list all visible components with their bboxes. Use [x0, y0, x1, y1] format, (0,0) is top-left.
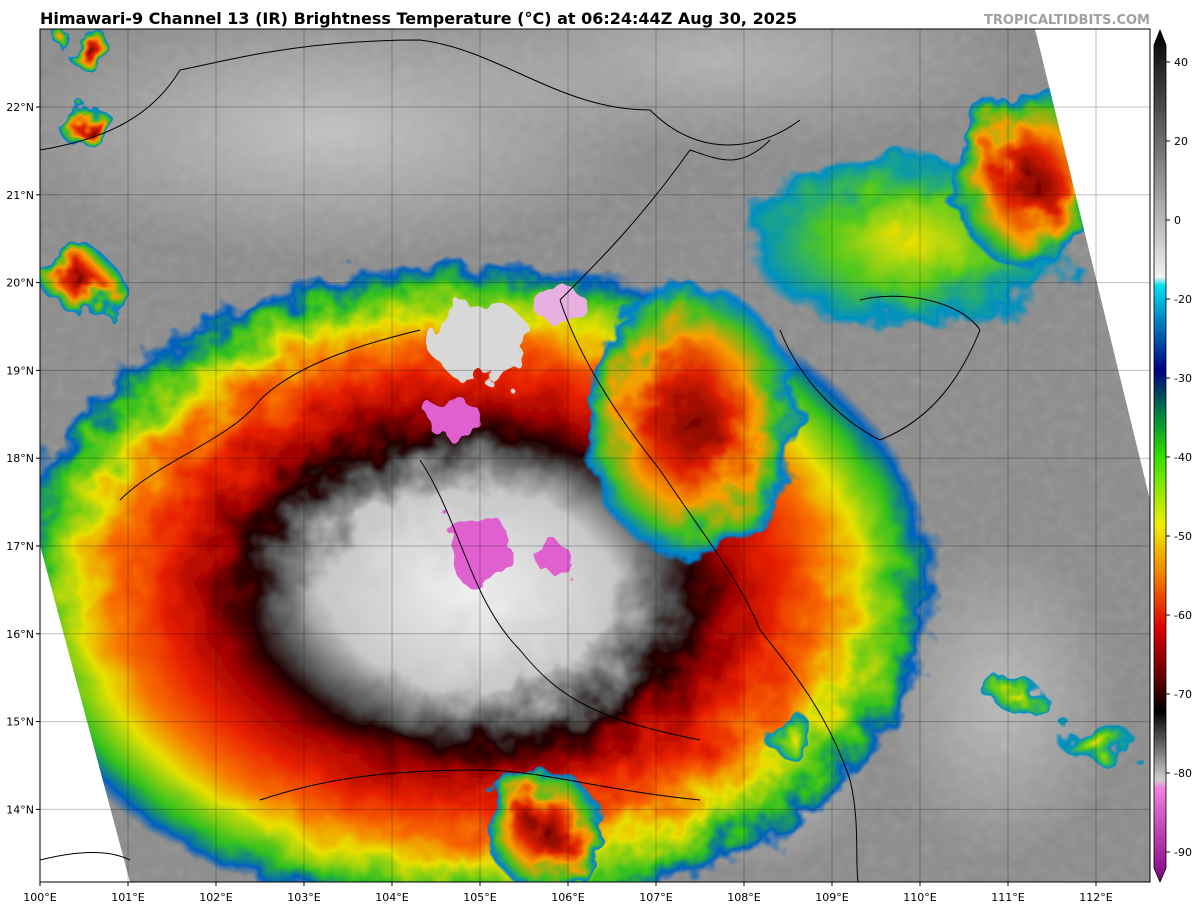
graticule: [40, 29, 1150, 882]
lat-label: 17°N: [6, 540, 34, 553]
lon-label: 107°E: [639, 891, 672, 904]
lon-label: 102°E: [199, 891, 232, 904]
colorbar-label: -70: [1174, 688, 1192, 701]
lon-label: 101°E: [111, 891, 144, 904]
colorbar-label: -40: [1174, 451, 1192, 464]
lon-label: 109°E: [815, 891, 848, 904]
coastlines: [39, 39, 981, 883]
lat-label: 22°N: [6, 101, 34, 114]
colorbar-label: -50: [1174, 530, 1192, 543]
lon-label: 112°E: [1079, 891, 1112, 904]
lat-label: 18°N: [6, 452, 34, 465]
lat-label: 19°N: [6, 364, 34, 377]
lon-label: 100°E: [23, 891, 56, 904]
lon-label: 103°E: [287, 891, 320, 904]
imagery: [40, 29, 1150, 882]
title: Himawari-9 Channel 13 (IR) Brightness Te…: [40, 9, 797, 28]
colorbar-label: 0: [1174, 214, 1181, 227]
colorbar-label: -80: [1174, 767, 1192, 780]
source-watermark: TROPICALTIDBITS.COM: [984, 13, 1150, 28]
colorbar-label: -20: [1174, 293, 1192, 306]
lon-label: 105°E: [463, 891, 496, 904]
colorbar: [1153, 28, 1167, 884]
lat-label: 16°N: [6, 628, 34, 641]
lon-label: 104°E: [375, 891, 408, 904]
colorbar-label: -30: [1174, 372, 1192, 385]
map-frame: [39, 28, 1151, 883]
lat-label: 20°N: [6, 277, 34, 290]
lat-label: 15°N: [6, 716, 34, 729]
colorbar-label: -90: [1174, 846, 1192, 859]
lon-label: 106°E: [551, 891, 584, 904]
colorbar-label: -60: [1174, 609, 1192, 622]
lon-label: 110°E: [903, 891, 936, 904]
colorbar-label: 20: [1174, 135, 1188, 148]
lat-label: 14°N: [6, 803, 34, 816]
lat-label: 21°N: [6, 189, 34, 202]
lon-label: 108°E: [727, 891, 760, 904]
colorbar-label: 40: [1174, 56, 1188, 69]
lon-label: 111°E: [991, 891, 1024, 904]
